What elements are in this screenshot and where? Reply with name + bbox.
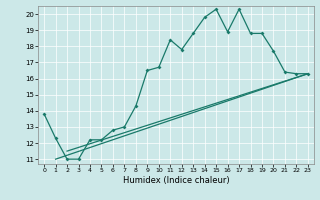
- X-axis label: Humidex (Indice chaleur): Humidex (Indice chaleur): [123, 176, 229, 185]
